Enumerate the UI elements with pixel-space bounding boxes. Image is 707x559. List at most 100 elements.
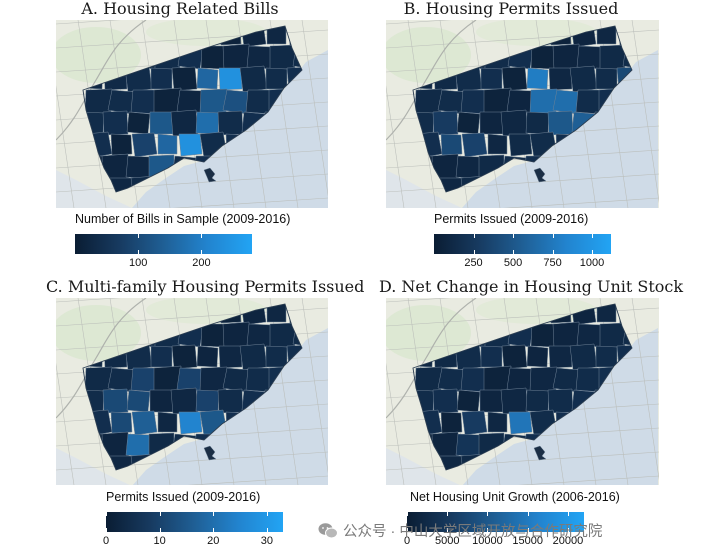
panel-title-d: D. Net Change in Housing Unit Stock: [379, 277, 684, 296]
legend-title-b: Permits Issued (2009-2016): [434, 212, 589, 226]
legend-title-d: Net Housing Unit Growth (2006-2016): [410, 490, 620, 504]
legend-tick: [552, 234, 554, 238]
legend-tick: [106, 528, 107, 532]
ward-region: [595, 67, 618, 90]
legend-tick-label: 200: [192, 257, 211, 269]
ward-region: [131, 410, 158, 436]
ward-region: [456, 389, 481, 413]
ward-region: [487, 411, 508, 433]
map-b-svg: [386, 20, 659, 208]
ward-region: [170, 109, 199, 137]
ward-region: [414, 366, 443, 393]
ward-region: [526, 67, 549, 90]
legend-tick-label: 500: [503, 257, 523, 269]
legend-tick: [138, 250, 140, 254]
ward-region: [480, 67, 503, 90]
map-b[interactable]: [386, 20, 659, 208]
ward-region: [508, 133, 533, 157]
legend-tick: [106, 512, 107, 516]
ward-region: [178, 133, 203, 157]
ward-region: [102, 388, 129, 414]
legend-tick: [567, 512, 569, 516]
ward-region: [269, 322, 296, 348]
ward-region: [239, 343, 268, 371]
legend-tick: [473, 234, 475, 238]
ward-region: [199, 88, 228, 115]
legend-tick-label: 10: [153, 535, 166, 547]
legend-tick: [513, 250, 515, 254]
ward-region: [239, 65, 268, 93]
legend-tick-label: 5000: [434, 535, 460, 547]
ward-region: [414, 88, 443, 115]
ward-region: [125, 155, 152, 180]
ward-region: [157, 411, 178, 433]
toronto-islands: [533, 167, 547, 183]
ward-region: [552, 321, 581, 349]
legend-tick: [407, 528, 408, 532]
ward-region: [552, 43, 581, 71]
legend-bar-a: [75, 234, 252, 254]
legend-tick: [447, 512, 449, 516]
ward-region: [569, 65, 598, 93]
ward-region: [595, 345, 618, 368]
ward-region: [508, 411, 533, 435]
map-a[interactable]: [56, 20, 328, 208]
ward-region: [547, 388, 574, 414]
ward-region: [500, 109, 529, 137]
legend-tick: [513, 234, 515, 238]
ward-region: [102, 110, 129, 136]
ward-region: [200, 45, 227, 70]
watermark-text: 公众号 · 中山大学区域开放与合作研究院: [343, 524, 603, 540]
map-d[interactable]: [386, 298, 659, 485]
legend-tick: [213, 528, 215, 532]
legend-tick: [552, 250, 554, 254]
toronto-islands: [203, 445, 217, 461]
ward-region: [222, 321, 251, 349]
legend-title-a: Number of Bills in Sample (2009-2016): [75, 212, 291, 226]
ward-region: [501, 66, 528, 92]
ward-region: [501, 344, 528, 370]
legend-bar-d: [407, 512, 584, 532]
ward-region: [126, 111, 151, 135]
map-d-svg: [386, 298, 659, 485]
ward-region: [480, 345, 503, 368]
legend-tick: [266, 528, 268, 532]
legend-tick-label: 750: [543, 257, 562, 269]
legend-tick: [592, 250, 594, 254]
ward-region: [125, 433, 152, 458]
ward-region: [149, 389, 174, 413]
ward-region: [200, 323, 227, 348]
ward-region: [110, 411, 133, 434]
ward-region: [455, 155, 482, 180]
ward-region: [218, 67, 243, 91]
ward-region: [576, 323, 603, 348]
map-c[interactable]: [56, 298, 328, 485]
ward-region: [548, 345, 573, 369]
ward-region: [109, 455, 134, 470]
ward-region: [196, 67, 219, 90]
ward-region: [150, 67, 173, 90]
legend-bar-c: [106, 512, 283, 532]
panel-title-a: A. Housing Related Bills: [81, 0, 279, 18]
ward-region: [548, 67, 573, 91]
ward-region: [569, 343, 598, 371]
ward-region: [525, 111, 550, 135]
legend-tick: [473, 250, 475, 254]
toronto-islands: [203, 167, 217, 183]
ward-region: [432, 110, 459, 136]
legend-tick: [527, 512, 529, 516]
ward-region: [576, 45, 603, 70]
legend-tick: [487, 512, 489, 516]
ward-region: [195, 111, 220, 135]
ward-region: [265, 345, 288, 368]
legend-tick-label: 10000: [472, 535, 503, 547]
ward-region: [84, 88, 113, 115]
ward-region: [171, 344, 198, 370]
ward-region: [461, 132, 488, 158]
ward-region: [171, 66, 198, 92]
ward-region: [170, 387, 199, 415]
legend-tick: [138, 234, 140, 238]
ward-region: [456, 111, 481, 135]
ward-region: [84, 366, 113, 393]
ward-region: [530, 323, 557, 348]
